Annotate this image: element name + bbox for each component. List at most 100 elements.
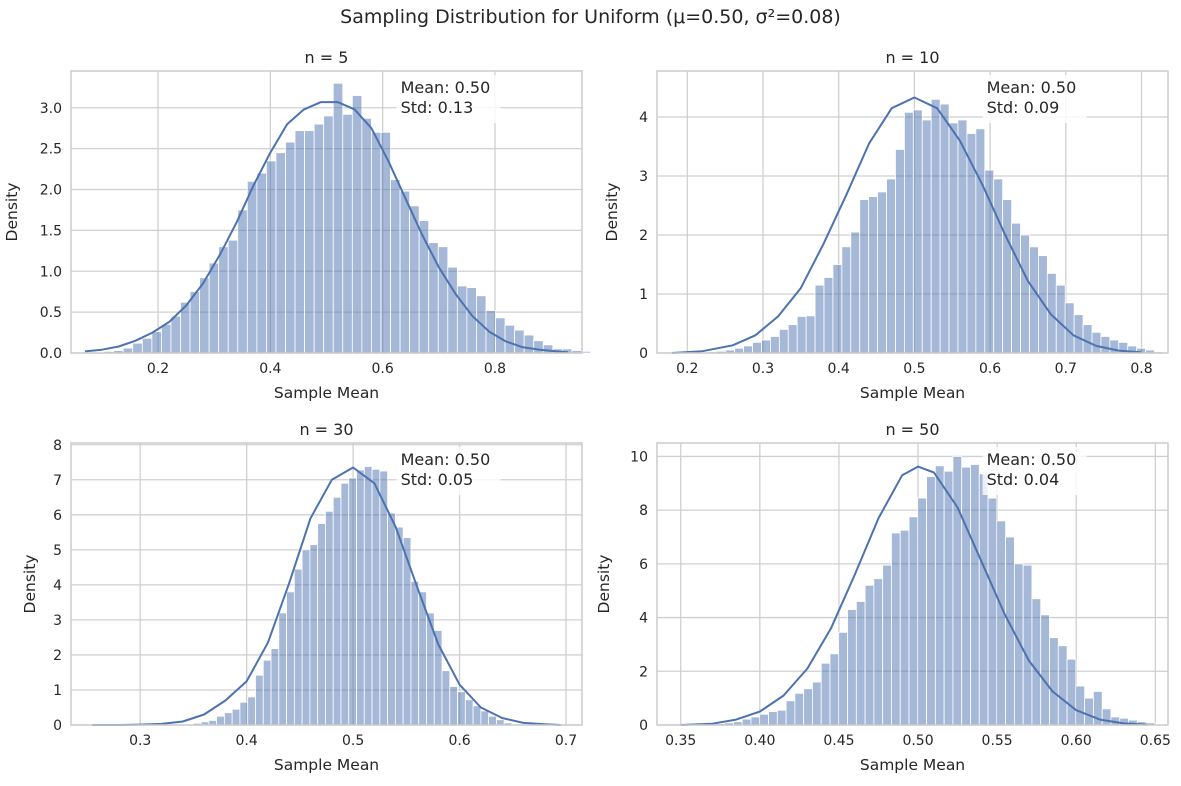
- histogram-bar: [761, 339, 771, 354]
- histogram-bar: [759, 713, 769, 726]
- y-tick-label: 5: [53, 543, 62, 559]
- histogram-bar: [1066, 658, 1077, 726]
- histogram-bar: [409, 205, 420, 354]
- y-tick-label: 8: [53, 438, 62, 454]
- stats-annotation: Std: 0.04: [987, 470, 1060, 489]
- stats-annotation: Std: 0.09: [987, 98, 1060, 117]
- histogram-bar: [794, 692, 805, 726]
- y-tick-label: 3: [639, 169, 648, 185]
- histogram-bar: [266, 160, 277, 354]
- histogram-bar: [332, 496, 342, 726]
- histogram-bar: [351, 95, 363, 354]
- histogram-bar: [218, 246, 229, 354]
- histogram-bar: [161, 323, 172, 354]
- histogram-bar: [286, 591, 295, 726]
- histogram-bar: [480, 710, 490, 726]
- histogram-bar: [899, 529, 910, 726]
- y-tick-label: 1.5: [40, 223, 62, 239]
- histogram-bar: [464, 699, 474, 726]
- histogram-bar: [285, 141, 296, 354]
- histogram-bar: [934, 465, 945, 726]
- histogram-bar: [1029, 246, 1039, 354]
- histogram-bar: [961, 466, 971, 726]
- histogram-bar: [1049, 637, 1059, 726]
- x-tick-label: 0.4: [259, 361, 281, 377]
- histogram-bar: [939, 103, 950, 354]
- y-tick-label: 6: [639, 557, 648, 573]
- histogram-bar: [304, 130, 315, 354]
- histogram-bar: [278, 612, 287, 726]
- subplot-title: n = 10: [885, 48, 939, 67]
- histogram-bar: [917, 497, 927, 726]
- figure-title: Sampling Distribution for Uniform (μ=0.5…: [340, 6, 841, 28]
- histogram-bar: [340, 482, 350, 726]
- histogram-bar: [957, 119, 968, 354]
- histogram-bar: [1040, 614, 1050, 726]
- histogram-bar: [227, 239, 239, 354]
- histogram-bar: [832, 264, 843, 354]
- y-tick-label: 1.0: [40, 264, 62, 280]
- y-tick-label: 3: [53, 613, 62, 629]
- x-tick-label: 0.8: [484, 361, 506, 377]
- histogram-bar: [1011, 222, 1021, 354]
- histogram-bar: [895, 149, 905, 354]
- histogram-bar: [199, 277, 210, 354]
- histogram-bar: [1057, 645, 1068, 726]
- y-tick-label: 3.0: [40, 101, 62, 117]
- stats-annotation: Std: 0.13: [401, 98, 474, 117]
- histogram-bar: [926, 476, 936, 726]
- histogram-bar: [1073, 314, 1084, 354]
- histogram-bar: [456, 285, 468, 354]
- histogram-bar: [255, 674, 264, 726]
- histogram-bar: [371, 131, 382, 354]
- y-tick-label: 2: [639, 664, 648, 680]
- histogram-bar: [356, 469, 365, 726]
- histogram-bar: [262, 659, 272, 726]
- y-axis-label: Density: [603, 183, 621, 242]
- histogram-bar: [256, 172, 267, 354]
- histogram-bar: [472, 705, 482, 726]
- subplot-1: 0.2 0.4 0.6 0.8 0.0 0.5 1.0 1.5 2.0 2.5 3.0 Mean: 0…: [3, 48, 601, 402]
- histogram-bar: [908, 516, 919, 726]
- histogram-bar: [231, 708, 241, 726]
- x-tick-label: 0.3: [129, 733, 151, 749]
- histogram-bar: [768, 711, 778, 726]
- y-tick-label: 7: [53, 473, 62, 489]
- histogram-bar: [943, 470, 954, 726]
- histogram-bar: [993, 178, 1004, 354]
- y-tick-label: 2.0: [40, 183, 62, 199]
- histogram-bar: [428, 242, 439, 354]
- histogram-bar: [1082, 324, 1093, 354]
- histogram-bar: [1013, 563, 1024, 726]
- histogram-bar: [504, 324, 516, 354]
- histogram-bar: [912, 109, 923, 354]
- x-tick-label: 0.2: [147, 361, 169, 377]
- histogram-bar: [441, 670, 451, 726]
- histogram-bar: [814, 284, 825, 354]
- histogram-bar: [930, 98, 941, 354]
- histogram-bar: [975, 128, 986, 354]
- annotation-box: [396, 75, 501, 123]
- histogram-bar: [387, 512, 396, 726]
- histogram-bar: [864, 584, 875, 726]
- histogram-bar: [1002, 199, 1012, 354]
- kde-line: [92, 466, 561, 726]
- histogram-bar: [778, 329, 789, 354]
- histogram-bar: [829, 653, 840, 726]
- histogram-bar: [978, 473, 989, 726]
- histogram-bar: [496, 719, 505, 726]
- annotation-box: [396, 447, 501, 495]
- histogram-bar: [323, 115, 334, 354]
- histogram-bar: [447, 266, 458, 354]
- histogram-bar: [966, 133, 977, 354]
- stats-annotation: Mean: 0.50: [401, 78, 491, 97]
- histogram-bar: [847, 609, 857, 726]
- histogram-bar: [371, 468, 381, 726]
- x-axis-label: Sample Mean: [860, 384, 965, 402]
- histogram-bar: [803, 688, 813, 726]
- axes-frame: [70, 70, 583, 354]
- histogram-bar: [239, 701, 249, 726]
- histogram-bar: [348, 477, 357, 726]
- histogram-bar: [796, 316, 807, 354]
- histogram-bar: [449, 686, 458, 726]
